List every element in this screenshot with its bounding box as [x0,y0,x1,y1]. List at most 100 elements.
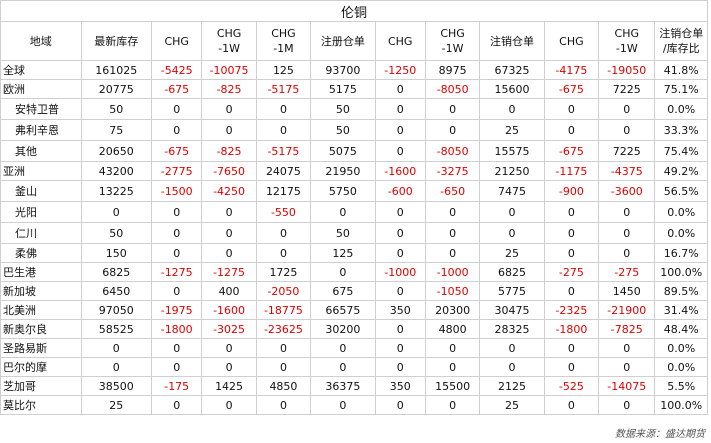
value-cell: 12175 [255,180,312,202]
value-cell: -175 [151,376,203,396]
region-name-cell: 釜山 [0,180,82,202]
value-cell: 0 [479,201,545,223]
column-header: CHG [151,21,203,61]
value-cell: 0 [151,338,203,358]
value-cell: 350 [374,300,426,320]
value-cell: -1600 [201,300,257,320]
column-header: 最新库存 [80,21,153,61]
value-cell: 5.5% [654,376,708,396]
value-cell: 33.3% [654,119,708,141]
value-cell: -275 [543,262,600,282]
value-cell: 0 [543,281,600,301]
value-cell: 0.0% [654,98,708,120]
value-cell: 0 [598,119,656,141]
value-cell: 25 [80,395,153,415]
table-row: 光阳 0 0 0 -550 0 0 0 0 0 0 0.0% [0,201,708,223]
region-name-cell: 柔佛 [0,243,82,263]
column-header: CHG [374,21,426,61]
column-header: CHG [543,21,600,61]
value-cell: -4250 [201,180,257,202]
column-header-line: CHG [614,27,640,40]
value-cell: 0 [374,140,426,162]
value-cell: 25 [479,395,545,415]
value-cell: 0 [201,201,257,223]
table-row: 新奥尔良 58525 -1800 -3025 -23625 30200 0 4800 28325… [0,319,708,339]
column-header-line: CHG [559,34,584,48]
value-cell: 0 [310,262,376,282]
value-cell: 0 [201,222,257,244]
value-cell: 0 [424,201,481,223]
column-header: CHG -1W [201,21,257,61]
value-cell: 15600 [479,79,545,99]
value-cell: 0 [479,98,545,120]
region-name-cell: 安特卫普 [0,98,82,120]
value-cell: 0 [374,119,426,141]
value-cell: 0 [151,119,203,141]
value-cell: 675 [310,281,376,301]
value-cell: 20650 [80,140,153,162]
value-cell: -1800 [151,319,203,339]
table-row: 芝加哥 38500 -175 1425 4850 36375 350 15500 2125 -52… [0,376,708,396]
value-cell: 50 [80,222,153,244]
value-cell: 0 [151,201,203,223]
lme-copper-inventory-table: 伦铜 地域 最新库存 CHG CHG -1W CHG -1M 注册仓单 CHG CHG -1W 注销仓… [0,0,708,415]
value-cell: 0 [151,222,203,244]
value-cell: 0 [80,338,153,358]
column-header-line: CHG [387,34,413,48]
value-cell: 0 [374,222,426,244]
region-name-cell: 芝加哥 [0,376,82,396]
value-cell: 8975 [424,60,481,80]
value-cell: -525 [543,376,600,396]
value-cell: 0 [310,357,376,377]
value-cell: 0 [598,357,656,377]
table-row: 弗利辛恩 75 0 0 0 50 0 0 25 0 0 33.3% [0,119,708,141]
value-cell: 50 [310,98,376,120]
value-cell: -675 [151,140,203,162]
value-cell: 0 [598,395,656,415]
value-cell: 5775 [479,281,545,301]
value-cell: 0 [201,243,257,263]
value-cell: 30475 [479,300,545,320]
value-cell: 350 [374,376,426,396]
column-header-line: 最新库存 [94,34,139,48]
value-cell: 0 [255,395,312,415]
value-cell: -2325 [543,300,600,320]
value-cell: 0 [598,222,656,244]
value-cell: 0 [424,243,481,263]
value-cell: 0 [479,338,545,358]
table-row: 圣路易斯 0 0 0 0 0 0 0 0 0 0 0.0% [0,338,708,358]
value-cell: -14075 [598,376,656,396]
value-cell: 58525 [80,319,153,339]
value-cell: 56.5% [654,180,708,202]
table-row: 北美洲 97050 -1975 -1600 -18775 66575 350 20300 304… [0,300,708,320]
column-header-line: 注册仓单 [320,34,365,48]
value-cell: -21900 [598,300,656,320]
value-cell: 0 [255,119,312,141]
value-cell: 0 [479,222,545,244]
value-cell: 24075 [255,161,312,181]
table-title: 伦铜 [0,0,708,22]
value-cell: 6450 [80,281,153,301]
region-name-cell: 圣路易斯 [0,338,82,358]
value-cell: 0 [310,201,376,223]
value-cell: 0 [424,119,481,141]
value-cell: 0 [374,79,426,99]
value-cell: 100.0% [654,262,708,282]
value-cell: -8050 [424,140,481,162]
value-cell: 0 [255,338,312,358]
value-cell: 0 [424,357,481,377]
value-cell: 0 [151,395,203,415]
value-cell: 0 [255,98,312,120]
value-cell: 66575 [310,300,376,320]
value-cell: 0 [201,395,257,415]
value-cell: -550 [255,201,312,223]
value-cell: 97050 [80,300,153,320]
column-header-line: -1W [441,42,464,55]
value-cell: 0 [374,395,426,415]
value-cell: 0 [80,357,153,377]
value-cell: 41.8% [654,60,708,80]
value-cell: 0 [374,357,426,377]
value-cell: 6825 [80,262,153,282]
value-cell: 0 [543,222,600,244]
table-row: 安特卫普 50 0 0 0 50 0 0 0 0 0 0.0% [0,98,708,120]
